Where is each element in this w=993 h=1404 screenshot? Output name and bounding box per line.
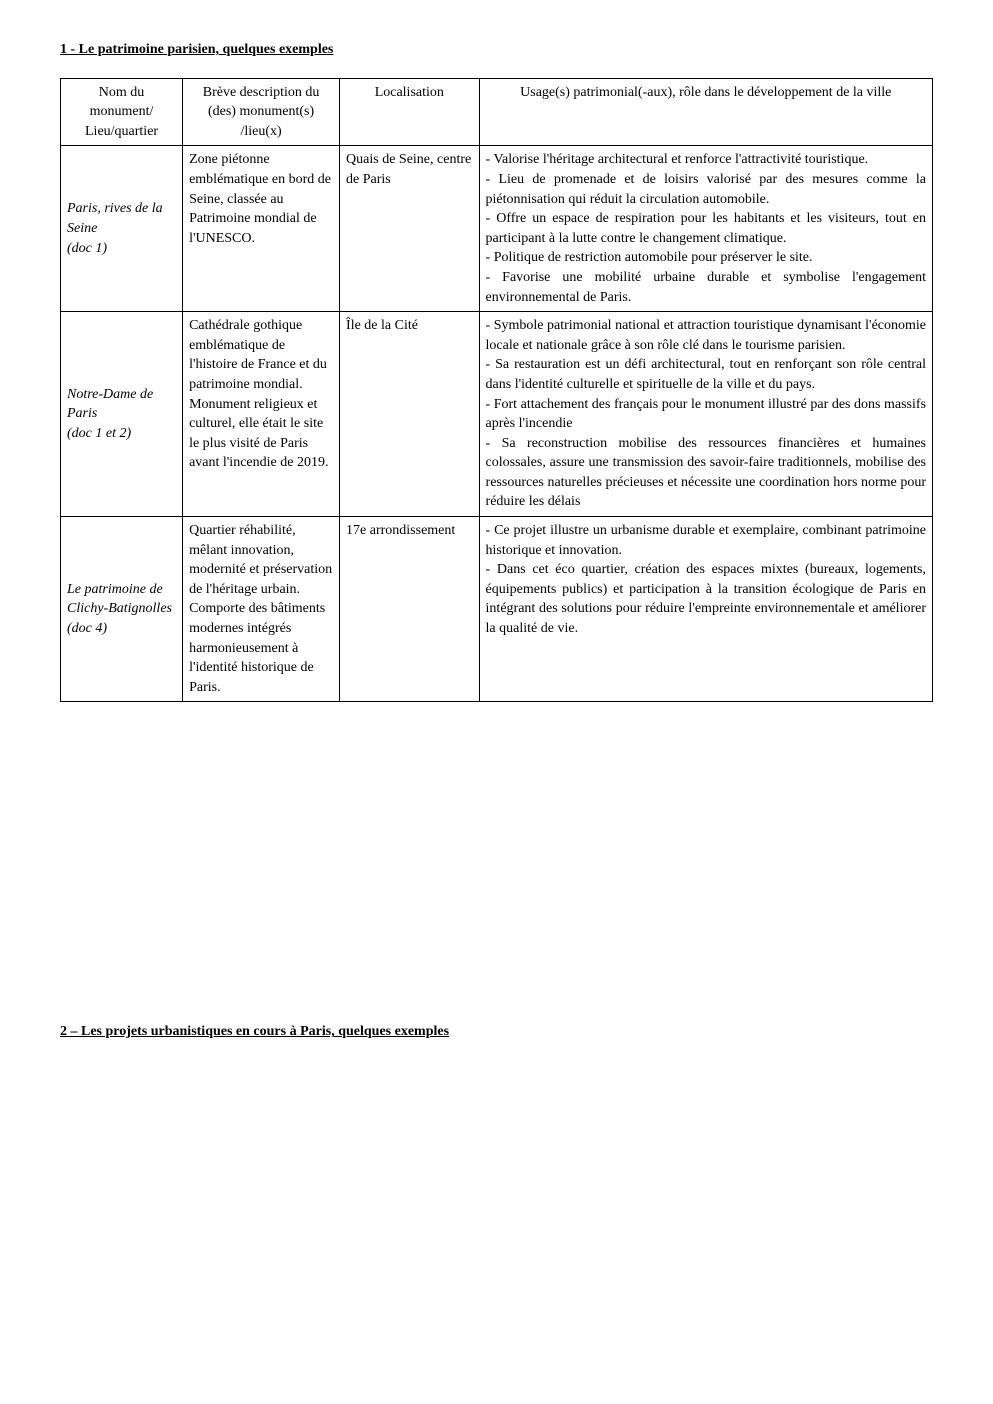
header-name: Nom du monument/ Lieu/quartier: [61, 78, 183, 146]
cell-usage: - Symbole patrimonial national et attrac…: [479, 312, 932, 517]
cell-name: Le patrimoine de Clichy-Batignolles(doc …: [61, 517, 183, 702]
cell-usage: - Ce projet illustre un urbanisme durabl…: [479, 517, 932, 702]
cell-usage: - Valorise l'héritage architectural et r…: [479, 146, 932, 312]
table-header-row: Nom du monument/ Lieu/quartier Brève des…: [61, 78, 933, 146]
cell-desc: Quartier réhabilité, mêlant innovation, …: [183, 517, 340, 702]
section2-heading: 2 – Les projets urbanistiques en cours à…: [60, 1022, 933, 1042]
section1-heading: 1 - Le patrimoine parisien, quelques exe…: [60, 40, 933, 60]
cell-desc: Cathédrale gothique emblématique de l'hi…: [183, 312, 340, 517]
cell-loc: Quais de Seine, centre de Paris: [340, 146, 480, 312]
header-desc: Brève description du (des) monument(s) /…: [183, 78, 340, 146]
heritage-table: Nom du monument/ Lieu/quartier Brève des…: [60, 78, 933, 703]
cell-desc: Zone piétonne emblématique en bord de Se…: [183, 146, 340, 312]
table-row: Le patrimoine de Clichy-Batignolles(doc …: [61, 517, 933, 702]
header-loc: Localisation: [340, 78, 480, 146]
header-usage: Usage(s) patrimonial(-aux), rôle dans le…: [479, 78, 932, 146]
table-row: Paris, rives de la Seine(doc 1) Zone pié…: [61, 146, 933, 312]
cell-loc: Île de la Cité: [340, 312, 480, 517]
table-row: Notre-Dame de Paris(doc 1 et 2) Cathédra…: [61, 312, 933, 517]
cell-loc: 17e arrondissement: [340, 517, 480, 702]
cell-name: Paris, rives de la Seine(doc 1): [61, 146, 183, 312]
cell-name: Notre-Dame de Paris(doc 1 et 2): [61, 312, 183, 517]
